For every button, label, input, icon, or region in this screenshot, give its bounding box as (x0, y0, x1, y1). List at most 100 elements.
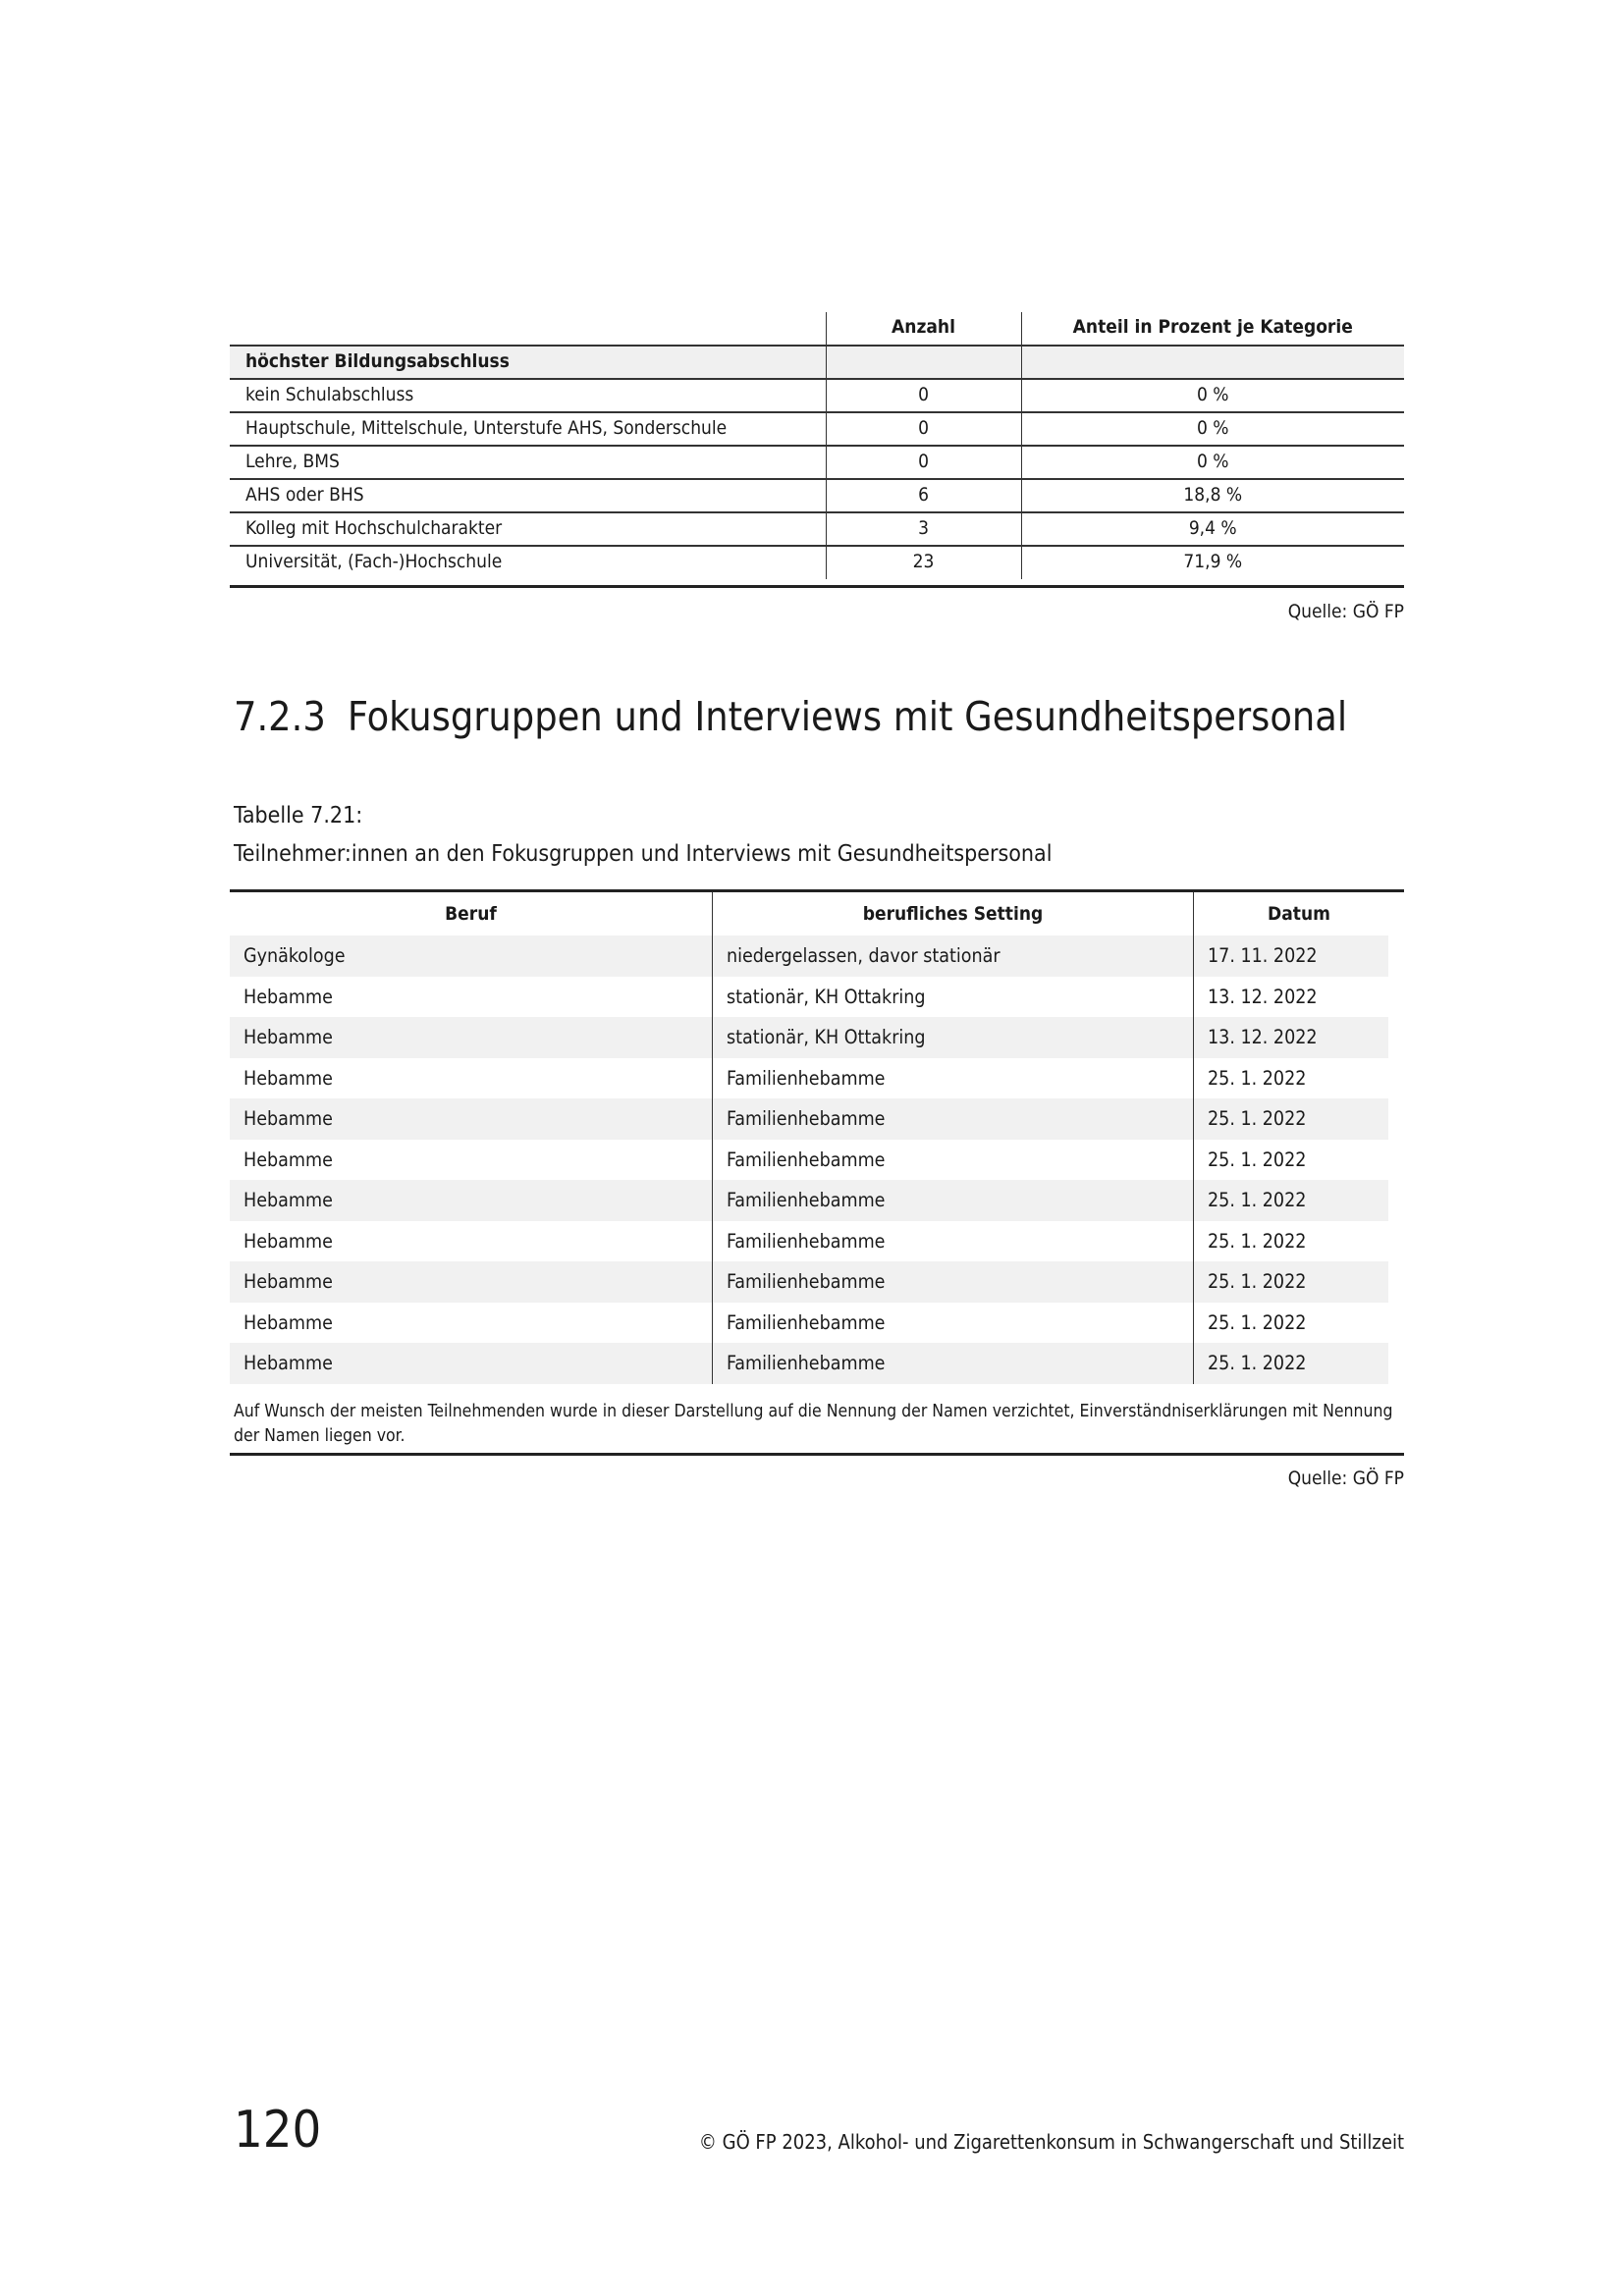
col-header-beruf: Beruf (445, 903, 497, 925)
row-label: Kolleg mit Hochschulcharakter (230, 512, 826, 547)
row-datum: 13. 12. 2022 (1193, 1017, 1388, 1058)
row-datum: 25. 1. 2022 (1193, 1098, 1388, 1140)
col-header-category (230, 312, 826, 347)
row-beruf: Hebamme (230, 1261, 713, 1303)
row-spacer (1388, 1343, 1404, 1384)
row-datum: 25. 1. 2022 (1193, 1220, 1388, 1261)
row-beruf: Hebamme (243, 1310, 333, 1334)
row-label: Universität, (Fach-)Hochschule (245, 551, 503, 572)
table-row: Hebamme Familienhebamme 25. 1. 2022 (230, 1220, 1404, 1261)
table-row: Hebamme Familienhebamme 25. 1. 2022 (230, 1343, 1404, 1384)
table1-bottom-rule (230, 585, 1404, 588)
row-setting: Familienhebamme (712, 1057, 1194, 1098)
row-percent: 71,9 % (1020, 546, 1404, 579)
table-row: Hebamme stationär, KH Ottakring 13. 12. 20… (230, 1017, 1404, 1058)
row-beruf: Gynäkologe (230, 935, 713, 977)
row-datum: 25. 1. 2022 (1193, 1139, 1388, 1180)
row-setting: Familienhebamme (712, 1302, 1194, 1343)
row-spacer (1388, 1220, 1404, 1261)
table-row: Universität, (Fach-)Hochschule 23 71,9 % (230, 546, 1404, 579)
table2-note: Auf Wunsch der meisten Teilnehmenden wur… (234, 1402, 1393, 1446)
row-count: 0 (825, 412, 1021, 447)
row-count: 0 (825, 446, 1021, 480)
row-spacer (1388, 1180, 1404, 1221)
group-row: höchster Bildungsabschluss (230, 346, 1404, 380)
row-datum: 25. 1. 2022 (1193, 1057, 1388, 1098)
row-datum: 13. 12. 2022 (1193, 976, 1388, 1017)
table2-top-rule (230, 889, 1404, 892)
table2-bottom-rule (230, 1453, 1404, 1456)
row-spacer (1388, 1139, 1404, 1180)
row-setting: Familienhebamme (712, 1343, 1194, 1384)
row-beruf: Hebamme (243, 1066, 333, 1090)
row-setting: Familienhebamme (712, 1139, 1194, 1180)
table-row: Lehre, BMS 0 0 % (230, 446, 1404, 480)
row-setting: Familienhebamme (712, 1180, 1194, 1221)
row-spacer (1388, 1098, 1404, 1140)
table-row: Hebamme Familienhebamme 25. 1. 2022 (230, 1180, 1404, 1221)
row-percent: 18,8 % (1020, 479, 1404, 513)
row-percent: 9,4 % (1020, 512, 1404, 547)
section-title: Fokusgruppen und Interviews mit Gesundhe… (347, 693, 1348, 740)
row-count: 3 (825, 512, 1021, 547)
page-number: 120 (234, 2101, 322, 2160)
table2-caption-label: Tabelle 7.21: (234, 803, 363, 828)
row-percent: 0 % (1020, 446, 1404, 480)
col-header-setting: berufliches Setting (712, 892, 1194, 935)
row-beruf: Hebamme (243, 1148, 333, 1171)
table-row: Hebamme Familienhebamme 25. 1. 2022 (230, 1139, 1404, 1180)
row-label: Hauptschule, Mittelschule, Unterstufe AH… (230, 412, 826, 447)
row-spacer (1388, 1261, 1404, 1303)
table-row: Gynäkologe niedergelassen, davor stationä… (230, 935, 1404, 977)
row-count: 0 (825, 379, 1021, 413)
row-spacer (1388, 1017, 1404, 1058)
table-row: Hebamme stationär, KH Ottakring 13. 12. 20… (230, 976, 1404, 1017)
table2-source: Quelle: GÖ FP (1287, 1468, 1404, 1489)
row-datum: 25. 1. 2022 (1193, 1261, 1388, 1303)
table1-source: Quelle: GÖ FP (1287, 601, 1404, 622)
row-percent: 0 % (1020, 379, 1404, 413)
col-header-anteil: Anteil in Prozent je Kategorie (1020, 312, 1404, 347)
row-setting: niedergelassen, davor stationär (712, 935, 1194, 977)
row-beruf: Hebamme (230, 1180, 713, 1221)
table-row: Hebamme Familienhebamme 25. 1. 2022 (230, 1302, 1404, 1343)
row-datum: 25. 1. 2022 (1193, 1180, 1388, 1221)
section-number: 7.2.3 (234, 693, 326, 740)
row-setting: stationär, KH Ottakring (712, 976, 1194, 1017)
col-header-datum: Datum (1193, 892, 1404, 935)
row-label: kein Schulabschluss (230, 379, 826, 413)
table-row: Hebamme Familienhebamme 25. 1. 2022 (230, 1098, 1404, 1140)
table-row: Hebamme Familienhebamme 25. 1. 2022 (230, 1057, 1404, 1098)
table-row: kein Schulabschluss 0 0 % (230, 379, 1404, 413)
row-beruf: Hebamme (230, 1098, 713, 1140)
row-spacer (1388, 1302, 1404, 1343)
table-row: Hauptschule, Mittelschule, Unterstufe AH… (230, 412, 1404, 447)
row-datum: 25. 1. 2022 (1193, 1343, 1388, 1384)
row-setting: Familienhebamme (712, 1098, 1194, 1140)
section-heading: 7.2.3 Fokusgruppen und Interviews mit Ges… (234, 693, 1347, 740)
table2-caption-title: Teilnehmer:innen an den Fokusgruppen und… (234, 841, 1053, 867)
row-setting: stationär, KH Ottakring (712, 1017, 1194, 1058)
row-spacer (1388, 935, 1404, 977)
row-label: Lehre, BMS (230, 446, 826, 480)
row-setting: Familienhebamme (712, 1220, 1194, 1261)
table-row: Kolleg mit Hochschulcharakter 3 9,4 % (230, 512, 1404, 547)
row-percent: 0 % (1020, 412, 1404, 447)
row-label: AHS oder BHS (230, 479, 826, 513)
row-count: 23 (825, 546, 1021, 579)
table-row: Hebamme Familienhebamme 25. 1. 2022 (230, 1261, 1404, 1303)
footer-text: © GÖ FP 2023, Alkohol- und Zigarettenkon… (698, 2130, 1404, 2154)
row-beruf: Hebamme (230, 1017, 713, 1058)
table-row: AHS oder BHS 6 18,8 % (230, 479, 1404, 513)
row-count: 6 (825, 479, 1021, 513)
row-datum: 17. 11. 2022 (1193, 935, 1388, 977)
participants-table: Beruf berufliches Setting Datum Gynäkolo… (230, 892, 1404, 1384)
row-beruf: Hebamme (243, 1229, 333, 1253)
row-spacer (1388, 1057, 1404, 1098)
row-spacer (1388, 976, 1404, 1017)
row-beruf: Hebamme (243, 985, 333, 1008)
col-header-anzahl: Anzahl (825, 312, 1021, 347)
row-beruf: Hebamme (230, 1343, 713, 1384)
row-datum: 25. 1. 2022 (1193, 1302, 1388, 1343)
education-table: Anzahl Anteil in Prozent je Kategorie hö… (230, 312, 1404, 579)
